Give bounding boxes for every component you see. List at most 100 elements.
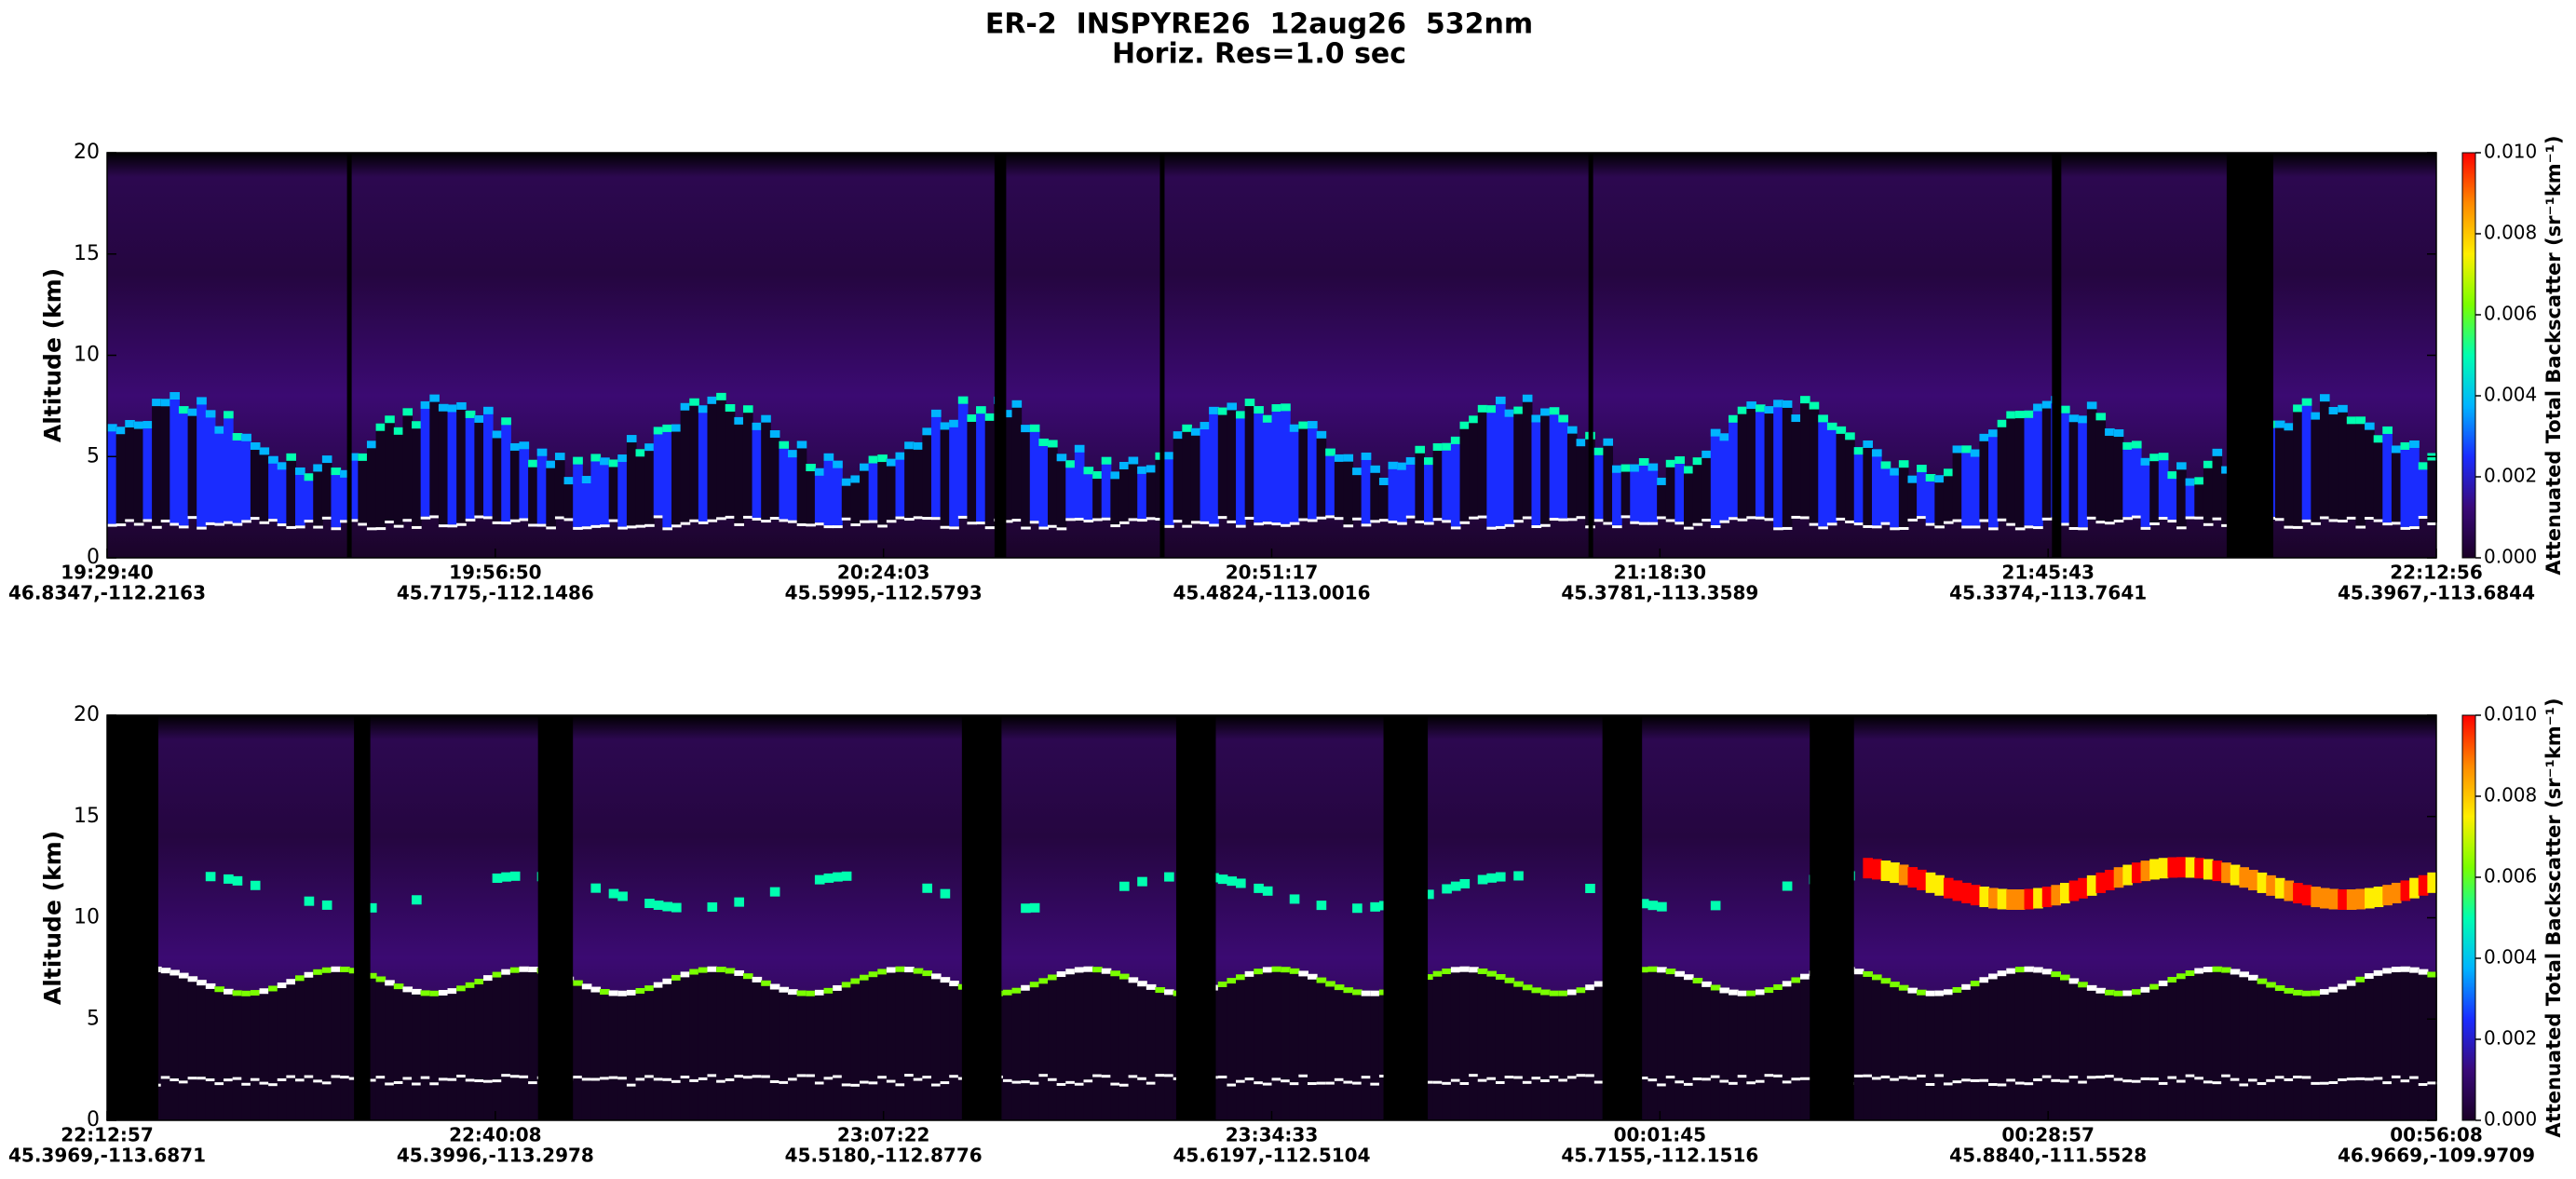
curtain-column: [178, 406, 189, 526]
ground: [2338, 1077, 2348, 1081]
ground: [1262, 1082, 1273, 1086]
curtain-column: [197, 397, 207, 405]
curtain-column: [501, 872, 511, 882]
curtain-column: [1746, 401, 1756, 517]
curtain-column: [1289, 894, 1300, 904]
ground: [536, 523, 548, 527]
ground: [1486, 1077, 1497, 1080]
ground: [949, 1075, 959, 1078]
curtain-column: [823, 453, 834, 461]
ground: [967, 522, 978, 525]
curtain-column: [850, 978, 861, 1120]
curtain-column: [2194, 477, 2204, 485]
ground: [698, 521, 709, 524]
curtain-column: [1737, 406, 1748, 414]
curtain-column: [1952, 986, 1963, 993]
ground: [742, 515, 753, 519]
curtain-column: [2095, 987, 2107, 994]
curtain-column: [734, 416, 744, 425]
curtain-column: [1110, 471, 1120, 480]
curtain-column: [483, 406, 494, 517]
curtain-column: [2338, 983, 2348, 990]
ground: [1227, 520, 1238, 523]
curtain-column: [1146, 983, 1157, 990]
ground: [1880, 1075, 1891, 1078]
curtain-column: [922, 883, 932, 893]
curtain-column: [662, 978, 673, 1120]
curtain-column: [1764, 406, 1775, 519]
curtain-column: [1477, 968, 1488, 1120]
x-location-label: 46.9669,-109.9709: [2338, 1145, 2535, 1167]
curtain-column: [340, 966, 350, 972]
curtain-column: [1683, 974, 1694, 1120]
curtain-column: [1531, 414, 1542, 526]
curtain-column: [2167, 471, 2178, 480]
x-location-label: 45.3967,-113.6844: [2338, 582, 2535, 604]
curtain-column: [814, 989, 825, 1120]
curtain-column: [2319, 888, 2330, 909]
curtain-column: [483, 406, 494, 414]
curtain-column: [662, 978, 673, 984]
ground: [1674, 1080, 1685, 1084]
curtain-column: [698, 967, 709, 1120]
curtain-column: [224, 411, 234, 522]
curtain-column: [653, 982, 664, 988]
curtain-column: [2203, 460, 2214, 523]
curtain-column: [142, 421, 154, 520]
ground: [823, 1077, 834, 1080]
curtain-column: [957, 396, 969, 404]
data-gap: [1159, 153, 1165, 558]
curtain-column: [796, 990, 807, 1120]
curtain-column: [1029, 982, 1040, 988]
ground: [1074, 1082, 1085, 1086]
ground: [1638, 522, 1649, 525]
ground: [1101, 517, 1112, 521]
curtain-column: [1083, 966, 1094, 1120]
curtain-column: [1298, 970, 1308, 977]
ground: [1531, 1077, 1542, 1080]
curtain-column: [1164, 872, 1174, 882]
curtain-column: [224, 411, 234, 419]
ground: [412, 525, 422, 529]
ground: [1459, 521, 1471, 524]
ground: [779, 519, 790, 522]
curtain-column: [2105, 989, 2115, 1120]
ground: [2391, 522, 2402, 525]
curtain-column: [2284, 987, 2295, 1120]
ground: [608, 519, 619, 522]
curtain-column: [232, 990, 243, 1120]
curtain-column: [286, 979, 297, 985]
curtain-column: [1657, 477, 1667, 485]
curtain-column: [1307, 421, 1318, 520]
curtain-column: [2274, 985, 2285, 992]
curtain-column: [1782, 981, 1793, 1120]
ground: [1603, 522, 1614, 525]
curtain-column: [348, 453, 359, 461]
curtain-column: [671, 974, 682, 1120]
curtain-column: [1702, 450, 1712, 520]
curtain-column: [133, 421, 144, 523]
y-tick-label: 0: [87, 546, 100, 569]
ground: [268, 1083, 278, 1087]
ground: [1702, 1077, 1712, 1081]
curtain-column: [2301, 398, 2312, 520]
curtain-column: [725, 968, 736, 974]
ground: [2212, 517, 2223, 521]
curtain-column: [752, 976, 763, 982]
x-tick-label: 22:40:08: [449, 1124, 542, 1146]
ground: [761, 1075, 771, 1078]
curtain-column: [2122, 990, 2133, 1120]
curtain-column: [761, 414, 771, 423]
curtain-column: [957, 396, 969, 516]
ground: [2176, 526, 2187, 530]
data-gap: [1588, 153, 1593, 558]
curtain-column: [1880, 978, 1891, 1120]
curtain-column: [1101, 456, 1112, 465]
ground: [957, 515, 969, 519]
curtain-column: [2418, 874, 2429, 896]
curtain-column: [1979, 887, 1990, 908]
curtain-column: [2311, 990, 2321, 996]
curtain-column: [152, 399, 162, 407]
ground: [833, 525, 843, 529]
curtain-column: [814, 989, 825, 996]
